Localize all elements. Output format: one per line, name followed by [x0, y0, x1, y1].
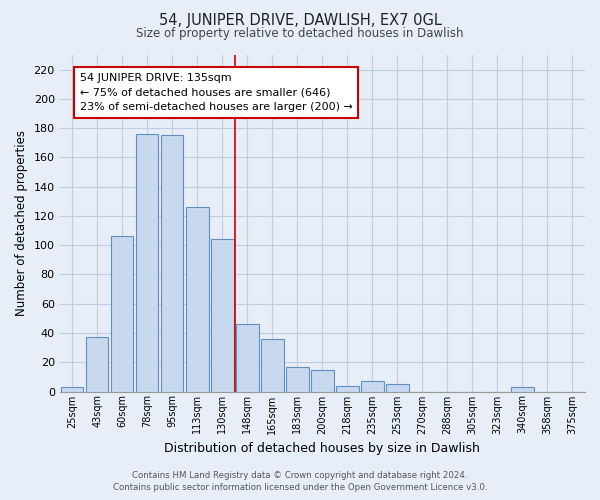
Bar — [111, 236, 133, 392]
Bar — [61, 387, 83, 392]
Bar — [336, 386, 359, 392]
Bar — [511, 387, 534, 392]
Bar — [86, 338, 109, 392]
X-axis label: Distribution of detached houses by size in Dawlish: Distribution of detached houses by size … — [164, 442, 480, 455]
Bar — [261, 339, 284, 392]
Y-axis label: Number of detached properties: Number of detached properties — [15, 130, 28, 316]
Bar — [136, 134, 158, 392]
Text: 54, JUNIPER DRIVE, DAWLISH, EX7 0GL: 54, JUNIPER DRIVE, DAWLISH, EX7 0GL — [158, 12, 442, 28]
Text: Size of property relative to detached houses in Dawlish: Size of property relative to detached ho… — [136, 28, 464, 40]
Bar — [236, 324, 259, 392]
Bar — [211, 240, 233, 392]
Text: 54 JUNIPER DRIVE: 135sqm
← 75% of detached houses are smaller (646)
23% of semi-: 54 JUNIPER DRIVE: 135sqm ← 75% of detach… — [80, 72, 353, 112]
Bar — [186, 207, 209, 392]
Bar — [311, 370, 334, 392]
Bar — [161, 136, 184, 392]
Bar — [286, 366, 308, 392]
Text: Contains HM Land Registry data © Crown copyright and database right 2024.
Contai: Contains HM Land Registry data © Crown c… — [113, 471, 487, 492]
Bar — [386, 384, 409, 392]
Bar — [361, 382, 383, 392]
